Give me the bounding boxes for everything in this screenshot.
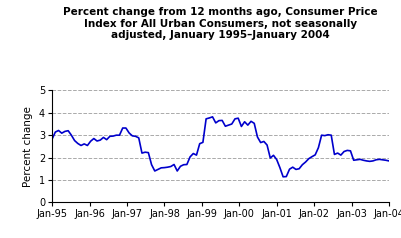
Y-axis label: Percent change: Percent change <box>23 106 33 187</box>
Text: Percent change from 12 months ago, Consumer Price
Index for All Urban Consumers,: Percent change from 12 months ago, Consu… <box>63 7 378 40</box>
